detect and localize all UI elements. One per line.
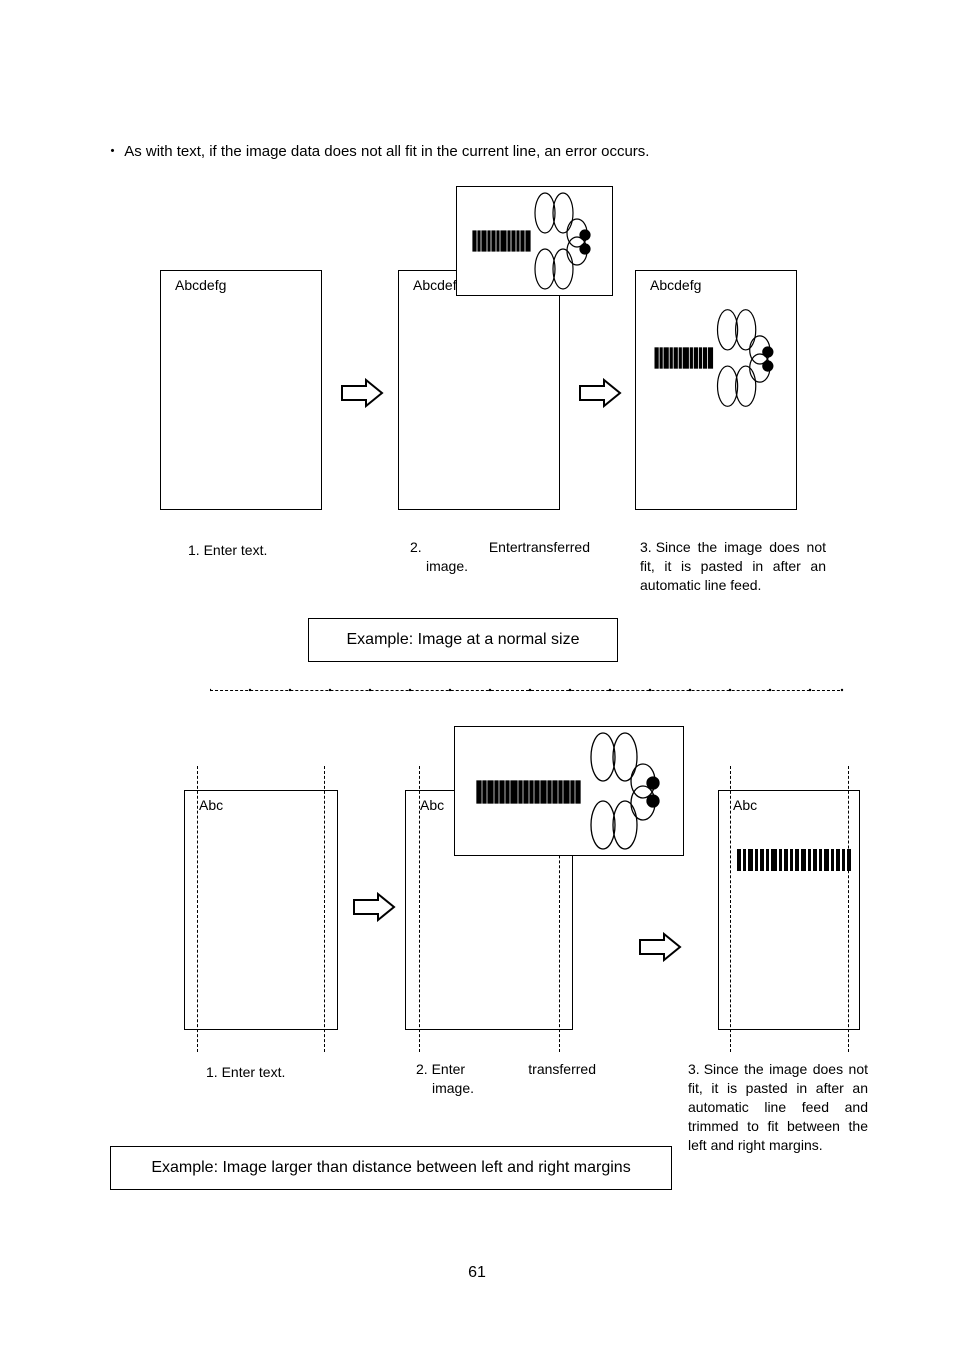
s1-box3-label: Abcdefg (650, 277, 701, 293)
dashed-margin-left (197, 766, 198, 1052)
s2-example-box: Example: Image larger than distance betw… (110, 1146, 672, 1190)
s2-box1-label: Abc (199, 797, 223, 813)
dashed-margin-right (848, 766, 849, 1052)
s1-box1-label: Abcdefg (175, 277, 226, 293)
barcode-flower-large-icon (455, 727, 683, 855)
s2-box-3: Abc (718, 790, 860, 1030)
dashed-margin-left (730, 766, 731, 1052)
s2-box-1: Abc (184, 790, 338, 1030)
s1-caption-3: 3.Since the image does not fit, it is pa… (640, 538, 826, 595)
s2-box3-label: Abc (733, 797, 757, 813)
s1-caption-1: 1. Enter text. (188, 542, 328, 558)
s2-caption-2: 2. Entertransferred image. (416, 1060, 596, 1098)
s1-caption-2: 2. Entertransferred image. (410, 538, 590, 576)
s2-box2-label: Abc (420, 797, 444, 813)
arrow-right-icon (338, 378, 386, 408)
dashed-margin-left (419, 766, 420, 1052)
intro-text: As with text, if the image data does not… (124, 143, 649, 160)
bullet: ・ (105, 143, 120, 160)
arrow-right-icon (576, 378, 624, 408)
divider-dots (210, 684, 846, 696)
page-number: 61 (0, 1264, 954, 1282)
page: ・ As with text, if the image data does n… (0, 0, 954, 1350)
s2-caption-3: 3.Since the image does not fit, it is pa… (688, 1060, 868, 1154)
s2-caption-1: 1. Enter text. (206, 1064, 346, 1080)
arrow-right-icon (636, 932, 684, 962)
barcode-flower-icon (457, 187, 612, 295)
arrow-right-icon (350, 892, 398, 922)
s1-box-2: Abcdefg (398, 270, 560, 510)
s2-image-overhang (454, 726, 684, 856)
s1-box-3: Abcdefg (635, 270, 797, 510)
dashed-margin-right (324, 766, 325, 1052)
s1-image-overhang (456, 186, 613, 296)
s2-example-label: Example: Image larger than distance betw… (151, 1159, 630, 1177)
s1-box-1: Abcdefg (160, 270, 322, 510)
barcode-trimmed-icon (731, 819, 859, 899)
barcode-flower-icon (639, 303, 795, 413)
s1-example-box: Example: Image at a normal size (308, 618, 618, 662)
s1-example-label: Example: Image at a normal size (347, 631, 580, 649)
intro-line: ・ As with text, if the image data does n… (105, 140, 854, 161)
trimmed-image (731, 819, 859, 899)
